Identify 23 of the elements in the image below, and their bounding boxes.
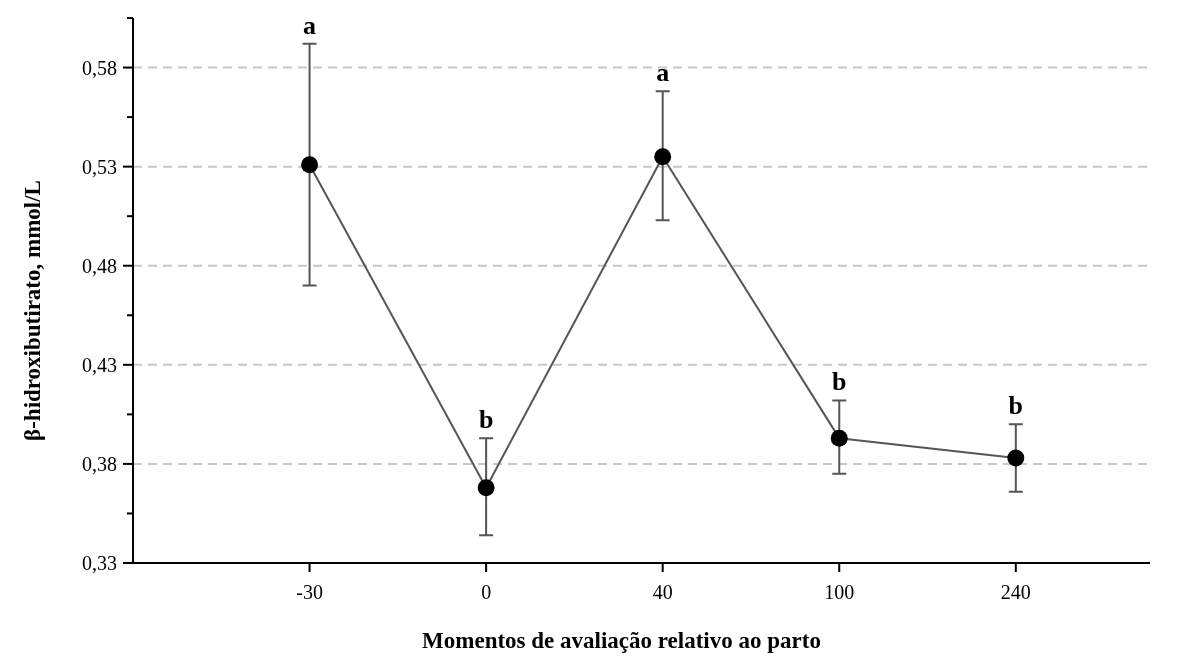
y-tick-label: 0,48 — [82, 254, 117, 277]
annotation: b — [1008, 391, 1024, 421]
point — [654, 148, 672, 166]
y-tick-label: 0,53 — [82, 155, 117, 178]
annotation: a — [656, 58, 670, 88]
annotation: b — [832, 367, 847, 397]
x-tick-label: 100 — [824, 581, 855, 603]
y-tick-label: 0,58 — [82, 56, 117, 79]
annotation: a — [303, 10, 317, 40]
x-tick-label: 40 — [652, 581, 673, 603]
x-tick-label: -30 — [296, 581, 323, 603]
point — [1007, 449, 1025, 467]
point — [830, 429, 848, 447]
x-tick-label: 0 — [481, 581, 492, 603]
x-axis-title: Momentos de avaliação relativo ao parto — [422, 628, 821, 653]
point — [301, 156, 319, 174]
annotation: b — [478, 405, 494, 435]
x-tick-label: 240 — [1000, 581, 1031, 603]
y-tick-label: 0,43 — [82, 353, 117, 376]
y-axis-title: β-hidroxibutirato, mmol/L — [20, 180, 45, 441]
point — [477, 479, 495, 497]
y-tick-label: 0,38 — [82, 452, 117, 475]
y-tick-label: 0,33 — [82, 552, 117, 574]
